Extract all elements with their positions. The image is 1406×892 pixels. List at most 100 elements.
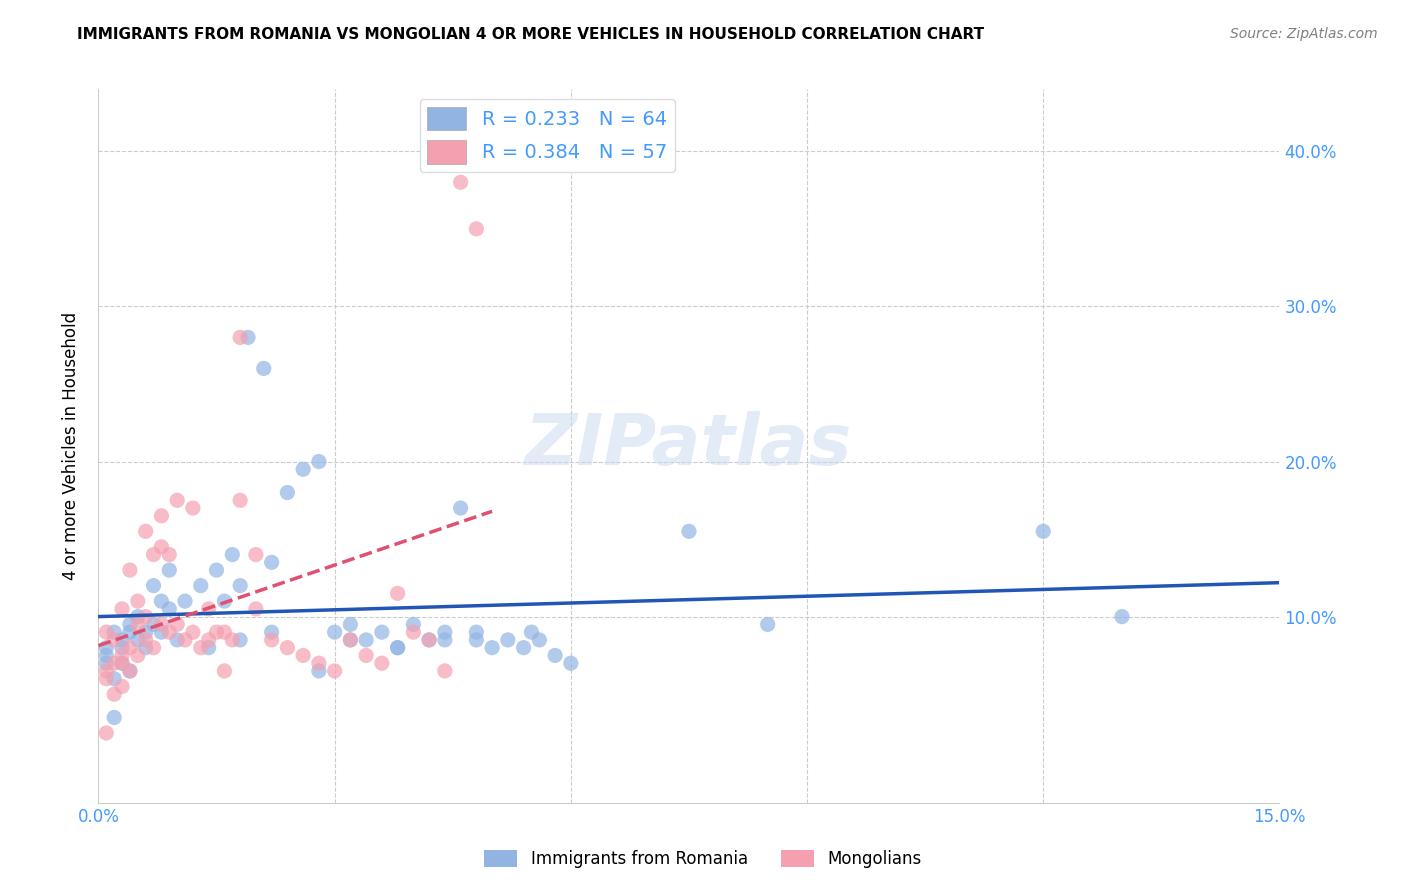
Point bbox=[205, 625, 228, 640]
Point bbox=[142, 640, 165, 655]
Point bbox=[96, 648, 118, 663]
Point bbox=[339, 632, 361, 647]
Point bbox=[260, 555, 283, 569]
Point bbox=[103, 710, 125, 724]
Point bbox=[135, 632, 157, 647]
Point bbox=[103, 625, 125, 640]
Point bbox=[387, 640, 409, 655]
Point bbox=[544, 648, 567, 663]
Point bbox=[127, 632, 149, 647]
Point bbox=[450, 175, 472, 189]
Point bbox=[245, 548, 267, 562]
Point bbox=[354, 632, 377, 647]
Point bbox=[190, 579, 212, 593]
Point bbox=[465, 632, 488, 647]
Point bbox=[157, 563, 180, 577]
Point bbox=[103, 656, 125, 670]
Point bbox=[245, 602, 267, 616]
Point bbox=[308, 664, 330, 678]
Point bbox=[520, 625, 543, 640]
Point bbox=[229, 330, 252, 344]
Point bbox=[118, 563, 141, 577]
Point bbox=[150, 594, 173, 608]
Point bbox=[127, 594, 149, 608]
Legend: R = 0.233   N = 64, R = 0.384   N = 57: R = 0.233 N = 64, R = 0.384 N = 57 bbox=[419, 99, 675, 171]
Point bbox=[236, 330, 259, 344]
Point bbox=[111, 640, 134, 655]
Point bbox=[214, 664, 236, 678]
Point bbox=[127, 609, 149, 624]
Point bbox=[174, 632, 197, 647]
Point bbox=[166, 617, 188, 632]
Point bbox=[229, 632, 252, 647]
Point bbox=[276, 640, 298, 655]
Point bbox=[560, 656, 582, 670]
Point bbox=[354, 648, 377, 663]
Point bbox=[308, 454, 330, 468]
Point bbox=[323, 625, 346, 640]
Point bbox=[142, 548, 165, 562]
Point bbox=[214, 625, 236, 640]
Point bbox=[111, 656, 134, 670]
Point bbox=[157, 602, 180, 616]
Y-axis label: 4 or more Vehicles in Household: 4 or more Vehicles in Household bbox=[62, 312, 80, 580]
Point bbox=[402, 625, 425, 640]
Point bbox=[111, 656, 134, 670]
Point bbox=[323, 664, 346, 678]
Point bbox=[190, 640, 212, 655]
Point bbox=[118, 664, 141, 678]
Point bbox=[135, 625, 157, 640]
Point bbox=[260, 625, 283, 640]
Point bbox=[142, 617, 165, 632]
Point bbox=[418, 632, 440, 647]
Point bbox=[371, 625, 394, 640]
Point bbox=[756, 617, 779, 632]
Point bbox=[197, 640, 219, 655]
Point bbox=[111, 680, 134, 694]
Point bbox=[157, 548, 180, 562]
Point bbox=[111, 632, 134, 647]
Point bbox=[214, 594, 236, 608]
Point bbox=[103, 672, 125, 686]
Point bbox=[118, 625, 141, 640]
Point bbox=[308, 656, 330, 670]
Point bbox=[465, 222, 488, 236]
Point bbox=[339, 617, 361, 632]
Point bbox=[229, 579, 252, 593]
Point bbox=[181, 625, 204, 640]
Point bbox=[157, 625, 180, 640]
Point bbox=[150, 540, 173, 554]
Point bbox=[118, 640, 141, 655]
Point bbox=[96, 664, 118, 678]
Point bbox=[150, 508, 173, 523]
Point bbox=[292, 648, 315, 663]
Point bbox=[481, 640, 503, 655]
Point bbox=[229, 493, 252, 508]
Point bbox=[205, 563, 228, 577]
Point bbox=[166, 632, 188, 647]
Text: IMMIGRANTS FROM ROMANIA VS MONGOLIAN 4 OR MORE VEHICLES IN HOUSEHOLD CORRELATION: IMMIGRANTS FROM ROMANIA VS MONGOLIAN 4 O… bbox=[77, 27, 984, 42]
Point bbox=[135, 609, 157, 624]
Point bbox=[221, 632, 243, 647]
Point bbox=[111, 648, 134, 663]
Point bbox=[260, 632, 283, 647]
Point bbox=[197, 632, 219, 647]
Text: Source: ZipAtlas.com: Source: ZipAtlas.com bbox=[1230, 27, 1378, 41]
Point bbox=[96, 625, 118, 640]
Point bbox=[387, 586, 409, 600]
Point bbox=[465, 625, 488, 640]
Point bbox=[174, 594, 197, 608]
Point bbox=[150, 617, 173, 632]
Point bbox=[166, 493, 188, 508]
Point bbox=[127, 617, 149, 632]
Point bbox=[276, 485, 298, 500]
Point bbox=[292, 462, 315, 476]
Point bbox=[142, 579, 165, 593]
Point bbox=[197, 602, 219, 616]
Point bbox=[103, 632, 125, 647]
Point bbox=[150, 625, 173, 640]
Point bbox=[512, 640, 534, 655]
Point bbox=[221, 548, 243, 562]
Point bbox=[135, 640, 157, 655]
Point bbox=[1032, 524, 1054, 539]
